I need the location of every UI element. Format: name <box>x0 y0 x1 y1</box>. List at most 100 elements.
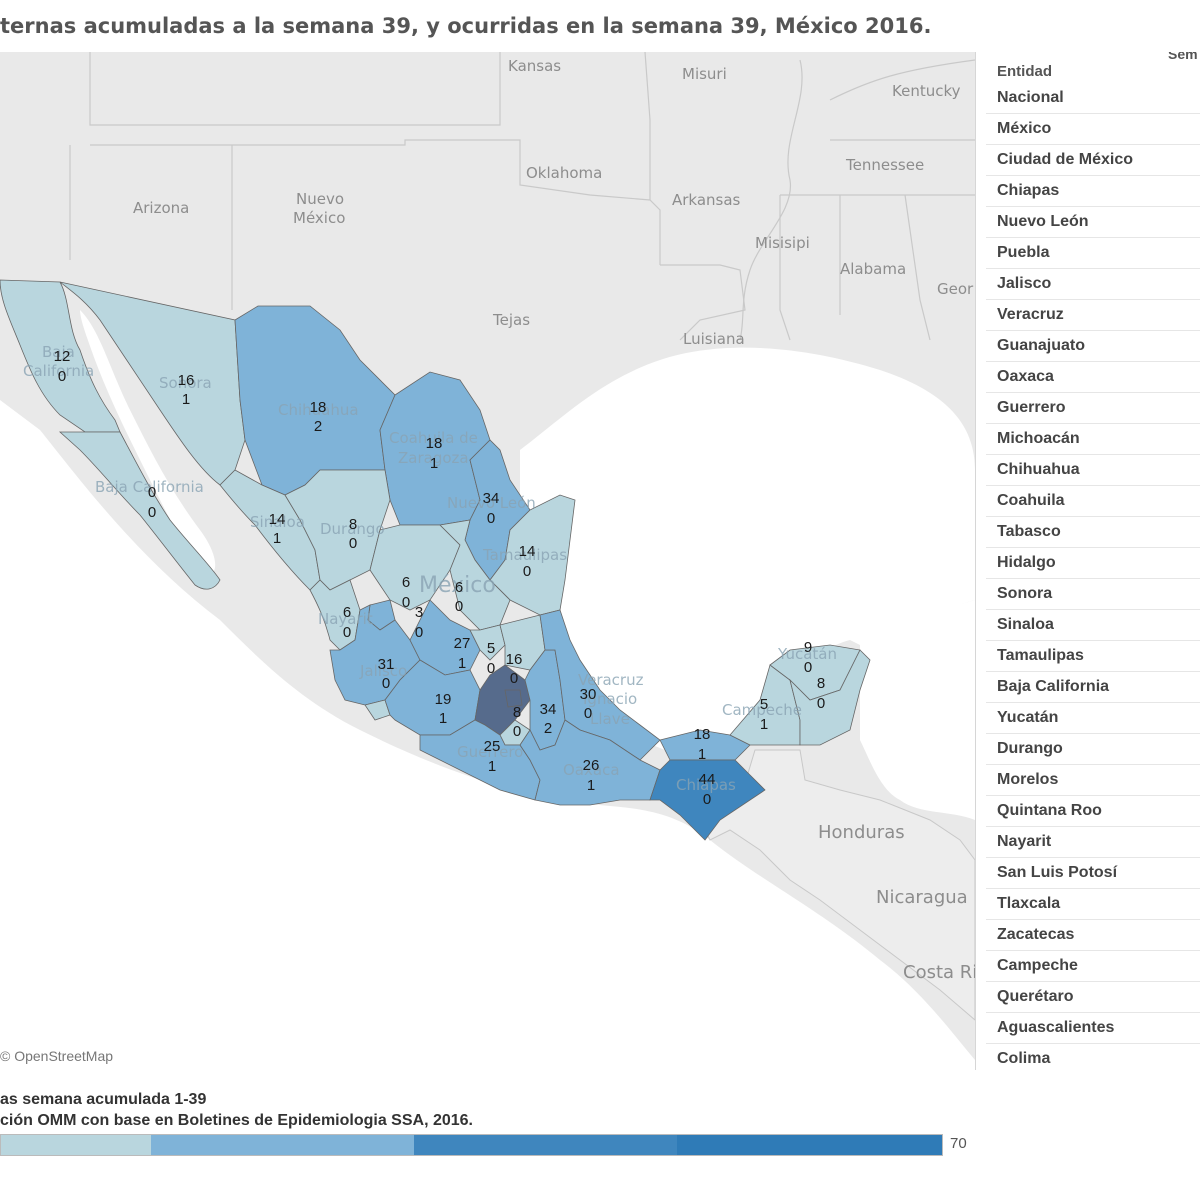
map-label: Luisiana <box>683 330 745 348</box>
table-row[interactable]: Sonora <box>986 579 1200 610</box>
table-row[interactable]: Veracruz <box>986 300 1200 331</box>
map-label: Nicaragua <box>876 887 968 908</box>
value-acum: 30 <box>580 686 597 703</box>
value-sem: 0 <box>382 675 390 692</box>
value-sem: 0 <box>487 660 495 677</box>
map-attribution[interactable]: © OpenStreetMap <box>0 1048 114 1064</box>
legend-segment <box>1 1135 151 1155</box>
table-row[interactable]: Guerrero <box>986 393 1200 424</box>
column-header-entidad[interactable]: Entidad <box>997 63 1052 80</box>
value-sem: 0 <box>510 670 518 687</box>
state-label: Zaragoza <box>398 449 469 467</box>
country-labels: Kansas Misuri Kentucky Oklahoma Tennesse… <box>133 57 975 983</box>
table-row[interactable]: Yucatán <box>986 703 1200 734</box>
state-label: Tamaulipas <box>482 546 567 564</box>
table-row[interactable]: Morelos <box>986 765 1200 796</box>
state-san-luis-potosi[interactable] <box>439 519 511 631</box>
map-svg[interactable]: Kansas Misuri Kentucky Oklahoma Tennesse… <box>0 52 975 1070</box>
value-acum: 19 <box>435 691 452 708</box>
table-row[interactable]: Sinaloa <box>986 610 1200 641</box>
value-sem: 0 <box>402 594 410 611</box>
value-acum: 18 <box>694 726 711 743</box>
choropleth-map[interactable]: Kansas Misuri Kentucky Oklahoma Tennesse… <box>0 52 976 1070</box>
state-label: Guerrero <box>457 743 523 761</box>
table-row[interactable]: Querétaro <box>986 982 1200 1013</box>
state-ciudad-de-mexico[interactable] <box>504 689 523 708</box>
table-row[interactable]: Coahuila <box>986 486 1200 517</box>
state-label: California <box>23 362 94 380</box>
state-label: Coahuila de <box>389 429 478 447</box>
value-acum: 18 <box>310 399 327 416</box>
state-chiapas[interactable] <box>649 759 766 841</box>
map-label: Honduras <box>818 822 905 843</box>
color-legend <box>0 1134 943 1156</box>
state-sonora[interactable] <box>59 281 246 486</box>
state-label: Chihuahua <box>278 401 359 419</box>
table-row[interactable]: Baja California <box>986 672 1200 703</box>
state-label: Baja <box>42 343 75 361</box>
state-oaxaca[interactable] <box>519 719 661 806</box>
map-label: Tejas <box>492 311 530 329</box>
value-acum: 16 <box>506 651 523 668</box>
table-row[interactable]: Nayarit <box>986 827 1200 858</box>
value-sem: 0 <box>523 563 531 580</box>
table-row[interactable]: Aguascalientes <box>986 1013 1200 1044</box>
table-row[interactable]: Michoacán <box>986 424 1200 455</box>
value-sem: 0 <box>415 624 423 641</box>
map-label: Geor <box>937 280 974 298</box>
table-row[interactable]: Zacatecas <box>986 920 1200 951</box>
table-row[interactable]: Nuevo León <box>986 207 1200 238</box>
table-row[interactable]: Guanajuato <box>986 331 1200 362</box>
map-label: Misuri <box>682 65 727 83</box>
state-label: Veracruz <box>578 671 644 689</box>
table-row[interactable]: Durango <box>986 734 1200 765</box>
legend-segment <box>414 1135 677 1155</box>
mexico-states[interactable] <box>0 279 871 841</box>
value-sem: 1 <box>488 758 496 775</box>
state-value-labels: 120 161 182 181 340 00 141 80 140 60 60 … <box>54 348 826 808</box>
table-row[interactable]: Quintana Roo <box>986 796 1200 827</box>
value-sem: 1 <box>182 391 190 408</box>
table-row[interactable]: México <box>986 114 1200 145</box>
value-sem: 1 <box>430 455 438 472</box>
value-sem: 1 <box>439 710 447 727</box>
column-header-semana[interactable]: Sem <box>1168 52 1198 62</box>
value-acum: 6 <box>455 579 463 596</box>
central-america-land <box>699 749 975 1021</box>
table-row[interactable]: Tlaxcala <box>986 889 1200 920</box>
state-baja-california-sur[interactable] <box>58 431 221 590</box>
table-row[interactable]: Nacional <box>986 83 1200 114</box>
value-acum: 6 <box>402 574 410 591</box>
value-acum: 6 <box>343 604 351 621</box>
value-acum: 25 <box>484 738 501 755</box>
table-row[interactable]: Tamaulipas <box>986 641 1200 672</box>
state-nayarit[interactable] <box>309 579 361 651</box>
table-row[interactable]: Chiapas <box>986 176 1200 207</box>
table-row[interactable]: Campeche <box>986 951 1200 982</box>
table-row[interactable]: Tabasco <box>986 517 1200 548</box>
legend-source: ción OMM con base en Boletines de Epidem… <box>0 1112 473 1129</box>
legend-max-label: 70 <box>950 1135 967 1152</box>
table-row[interactable]: Oaxaca <box>986 362 1200 393</box>
value-sem: 0 <box>148 504 156 521</box>
table-row[interactable]: Hidalgo <box>986 548 1200 579</box>
state-veracruz[interactable] <box>539 609 661 761</box>
map-label: Kansas <box>508 57 561 75</box>
table-row[interactable]: Puebla <box>986 238 1200 269</box>
value-sem: 1 <box>760 716 768 733</box>
table-row[interactable]: Colima <box>986 1044 1200 1074</box>
table-row[interactable]: Jalisco <box>986 269 1200 300</box>
value-acum: 8 <box>513 704 521 721</box>
table-row[interactable]: San Luis Potosí <box>986 858 1200 889</box>
table-row[interactable]: Chihuahua <box>986 455 1200 486</box>
value-sem: 0 <box>703 791 711 808</box>
state-label: Sinaloa <box>250 513 305 531</box>
value-acum: 0 <box>148 484 156 501</box>
value-acum: 26 <box>583 757 600 774</box>
value-sem: 0 <box>513 723 521 740</box>
state-jalisco[interactable] <box>329 604 421 706</box>
state-quintana-roo[interactable] <box>789 649 871 746</box>
value-sem: 1 <box>698 746 706 763</box>
value-sem: 1 <box>587 777 595 794</box>
table-row[interactable]: Ciudad de México <box>986 145 1200 176</box>
